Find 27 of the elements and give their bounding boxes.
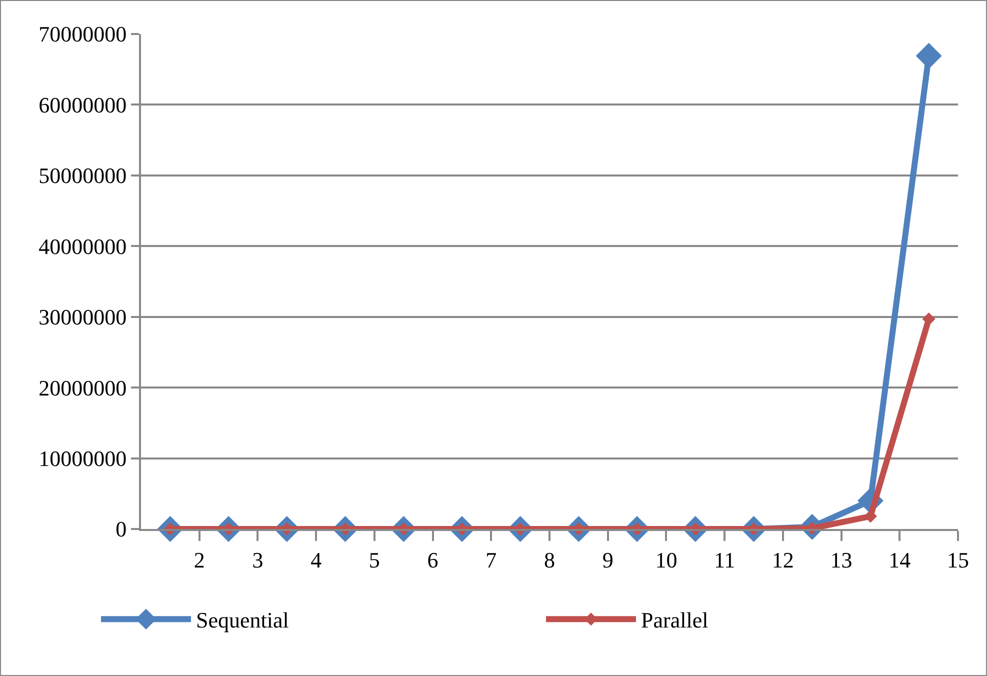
y-tick-label: 30000000: [38, 304, 127, 330]
x-tick-label: 10: [655, 547, 678, 572]
x-tick-label: 14: [888, 547, 911, 572]
y-tick-label: 0: [116, 516, 127, 542]
x-tick-label: 3: [252, 547, 264, 572]
y-tick-label: 60000000: [38, 92, 127, 118]
x-tick-label: 11: [714, 547, 736, 572]
y-tick-label: 70000000: [38, 22, 127, 47]
x-tick-label: 4: [310, 547, 322, 572]
y-tick-label: 10000000: [38, 446, 127, 471]
x-tick-label: 6: [427, 547, 438, 572]
point: [864, 510, 877, 523]
y-tick-label: 40000000: [38, 234, 127, 259]
x-tick-label: 15: [947, 547, 969, 572]
point: [916, 42, 942, 69]
y-tick-label: 50000000: [38, 163, 127, 188]
x-tick-label: 12: [772, 547, 794, 572]
legend-label: Parallel: [641, 608, 708, 633]
x-tick-label: 5: [368, 547, 380, 572]
x-tick-label: 13: [830, 547, 852, 572]
y-tick-label: 20000000: [38, 375, 127, 400]
x-tick-label: 9: [602, 547, 614, 572]
point: [922, 312, 936, 326]
legend-label: Sequential: [196, 608, 289, 633]
x-tick-label: 2: [194, 547, 205, 572]
x-tick-label: 7: [486, 547, 497, 572]
x-tick-label: 8: [544, 547, 555, 572]
